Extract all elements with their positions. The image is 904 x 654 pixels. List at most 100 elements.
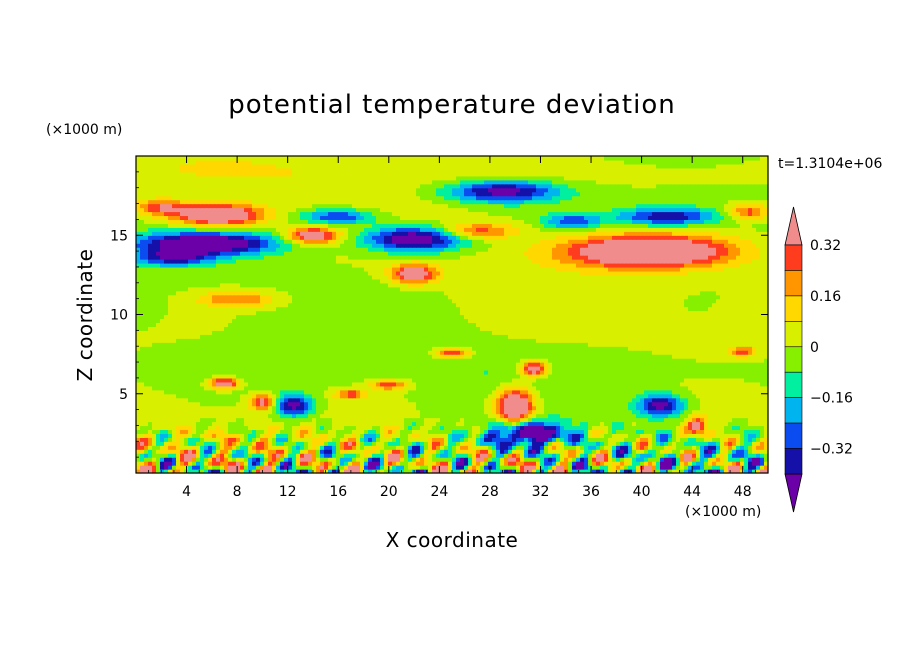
heatmap-cell [456, 397, 461, 403]
heatmap-cell [200, 385, 205, 391]
heatmap-cell [236, 389, 241, 395]
heatmap-cell [276, 381, 281, 387]
heatmap-cell [436, 358, 441, 363]
heatmap-cell [356, 437, 361, 442]
heatmap-cell [192, 362, 197, 367]
heatmap-cell [576, 405, 581, 411]
heatmap-cell [684, 461, 689, 466]
heatmap-cell [144, 405, 149, 411]
heatmap-cell [460, 397, 465, 403]
heatmap-cell [376, 366, 381, 371]
heatmap-cell [468, 401, 473, 407]
heatmap-cell [640, 381, 645, 387]
heatmap-cell [428, 366, 433, 371]
heatmap-cell [464, 354, 469, 359]
heatmap-cell [548, 449, 553, 454]
heatmap-cell [596, 373, 601, 379]
heatmap-cell [492, 409, 497, 415]
heatmap-cell [464, 437, 469, 442]
heatmap-cell [248, 377, 253, 383]
heatmap-cell [360, 457, 365, 462]
heatmap-cell [672, 421, 677, 427]
heatmap-cell [584, 453, 589, 458]
heatmap-cell [264, 461, 269, 466]
heatmap-cell [700, 441, 705, 446]
heatmap-cell [388, 409, 393, 415]
heatmap-cell [216, 465, 221, 470]
heatmap-cell [244, 397, 249, 403]
heatmap-cell [668, 350, 673, 355]
heatmap-cell [268, 457, 273, 462]
heatmap-cell [140, 453, 145, 458]
heatmap-cell [340, 373, 345, 379]
heatmap-cell [544, 429, 549, 434]
heatmap-cell [620, 453, 625, 458]
heatmap-cell [700, 445, 705, 450]
heatmap-cell [220, 354, 225, 359]
heatmap-cell [620, 393, 625, 399]
heatmap-cell [668, 449, 673, 454]
heatmap-cell [300, 417, 305, 423]
heatmap-cell [428, 465, 433, 470]
heatmap-cell [160, 385, 165, 391]
heatmap-cell [468, 441, 473, 446]
heatmap-cell [664, 417, 669, 423]
heatmap-cell [504, 441, 509, 446]
heatmap-cell [524, 461, 529, 466]
heatmap-cell [224, 405, 229, 411]
heatmap-cell [164, 401, 169, 407]
heatmap-cell [620, 397, 625, 403]
heatmap-cell [224, 385, 229, 391]
heatmap-cell [308, 457, 313, 462]
heatmap-cell [360, 445, 365, 450]
heatmap-cell [716, 350, 721, 355]
heatmap-cell [304, 369, 309, 375]
heatmap-cell [528, 437, 533, 442]
heatmap-cell [488, 421, 493, 427]
heatmap-cell [588, 429, 593, 434]
heatmap-cell [272, 437, 277, 442]
heatmap-cell [212, 354, 217, 359]
heatmap-cell [428, 377, 433, 383]
heatmap-cell [248, 389, 253, 395]
heatmap-cell [148, 377, 153, 383]
heatmap-cell [540, 417, 545, 423]
heatmap-cell [732, 469, 737, 474]
heatmap-cell [492, 358, 497, 363]
heatmap-cell [504, 354, 509, 359]
heatmap-cell [328, 373, 333, 379]
heatmap-cell [360, 362, 365, 367]
heatmap-cell [716, 457, 721, 462]
heatmap-cell [256, 373, 261, 379]
heatmap-cell [152, 441, 157, 446]
heatmap-cell [360, 369, 365, 375]
heatmap-cell [372, 354, 377, 359]
heatmap-cell [724, 437, 729, 442]
heatmap-cell [304, 346, 309, 351]
heatmap-cell [200, 445, 205, 450]
heatmap-cell [516, 437, 521, 442]
heatmap-cell [280, 373, 285, 379]
heatmap-cell [392, 369, 397, 375]
heatmap-cell [276, 385, 281, 391]
heatmap-cell [220, 401, 225, 407]
heatmap-cell [356, 377, 361, 383]
heatmap-cell [500, 437, 505, 442]
heatmap-cell [316, 413, 321, 419]
heatmap-cell [492, 362, 497, 367]
heatmap-cell [444, 405, 449, 411]
heatmap-cell [244, 381, 249, 387]
heatmap-cell [528, 377, 533, 383]
heatmap-cell [648, 373, 653, 379]
heatmap-cell [440, 366, 445, 371]
heatmap-cell [296, 401, 301, 407]
heatmap-cell [692, 393, 697, 399]
heatmap-cell [548, 413, 553, 419]
heatmap-cell [176, 421, 181, 427]
heatmap-cell [268, 465, 273, 470]
heatmap-cell [592, 369, 597, 375]
heatmap-cell [228, 461, 233, 466]
heatmap-cell [488, 385, 493, 391]
heatmap-cell [320, 401, 325, 407]
heatmap-cell [216, 449, 221, 454]
